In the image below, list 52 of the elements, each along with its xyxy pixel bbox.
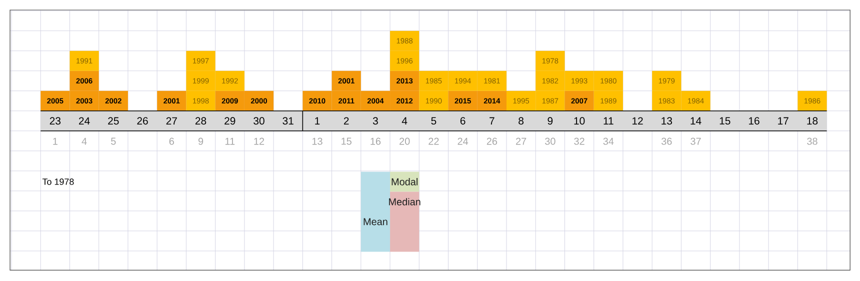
x-tick-label: 6 (460, 117, 466, 125)
x-tick-label: 29 (224, 117, 236, 125)
text: 1 (53, 138, 58, 145)
text: 12 (254, 138, 264, 145)
text: To 1978 (42, 178, 74, 185)
x-tick-label: 15 (720, 117, 730, 124)
text: 24 (458, 138, 468, 145)
x-tick-label: 1 (315, 117, 320, 124)
x-tick-label: 25 (108, 117, 119, 125)
text: 22 (428, 138, 439, 145)
x-tick-label: 2 (344, 117, 349, 124)
x-tick-label: 7 (490, 117, 494, 124)
text: 20 (400, 138, 410, 145)
x-tick-label: 26 (137, 117, 148, 125)
x-tick-label: 12 (632, 117, 643, 124)
ref-line-label: Modal (392, 178, 418, 186)
x-tick-label: 4 (402, 117, 408, 124)
x-tick-label: 3 (372, 117, 378, 125)
x-tick-label: 8 (518, 117, 524, 125)
ref-line-label: Mean (364, 218, 388, 226)
x-tick-label: 13 (662, 117, 672, 125)
x-tick-label: 14 (690, 117, 702, 124)
x-tick-label: 5 (431, 117, 436, 124)
x-tick-label: 11 (604, 117, 614, 124)
x-tick-label: 31 (282, 117, 294, 125)
x-tick-label: 23 (50, 117, 61, 125)
x-tick-label: 10 (574, 117, 585, 125)
text: 6 (169, 138, 174, 145)
text: 27 (516, 138, 526, 145)
x-tick-label: 18 (807, 117, 818, 125)
x-tick-label: 28 (195, 117, 206, 125)
x-tick-label: 17 (778, 117, 788, 124)
text: 9 (198, 138, 204, 145)
ref-line-label: Median (389, 198, 420, 206)
text: 11 (225, 138, 235, 145)
text: 16 (370, 138, 381, 145)
x-tick-label: 16 (748, 117, 760, 125)
x-tick-label: 9 (548, 117, 553, 125)
text: 15 (342, 138, 352, 145)
text: 37 (690, 138, 701, 145)
text: 4 (82, 138, 87, 145)
text: 36 (661, 138, 672, 145)
text: 34 (603, 138, 614, 145)
x-tick-label: 27 (166, 117, 177, 124)
text: 13 (312, 138, 322, 145)
text: 32 (574, 138, 584, 145)
text: 30 (545, 138, 556, 145)
x-tick-label: 24 (78, 117, 90, 124)
x-tick-label: 30 (254, 117, 264, 125)
text: 38 (807, 138, 818, 145)
text: 26 (486, 138, 498, 145)
text: 5 (111, 138, 116, 145)
